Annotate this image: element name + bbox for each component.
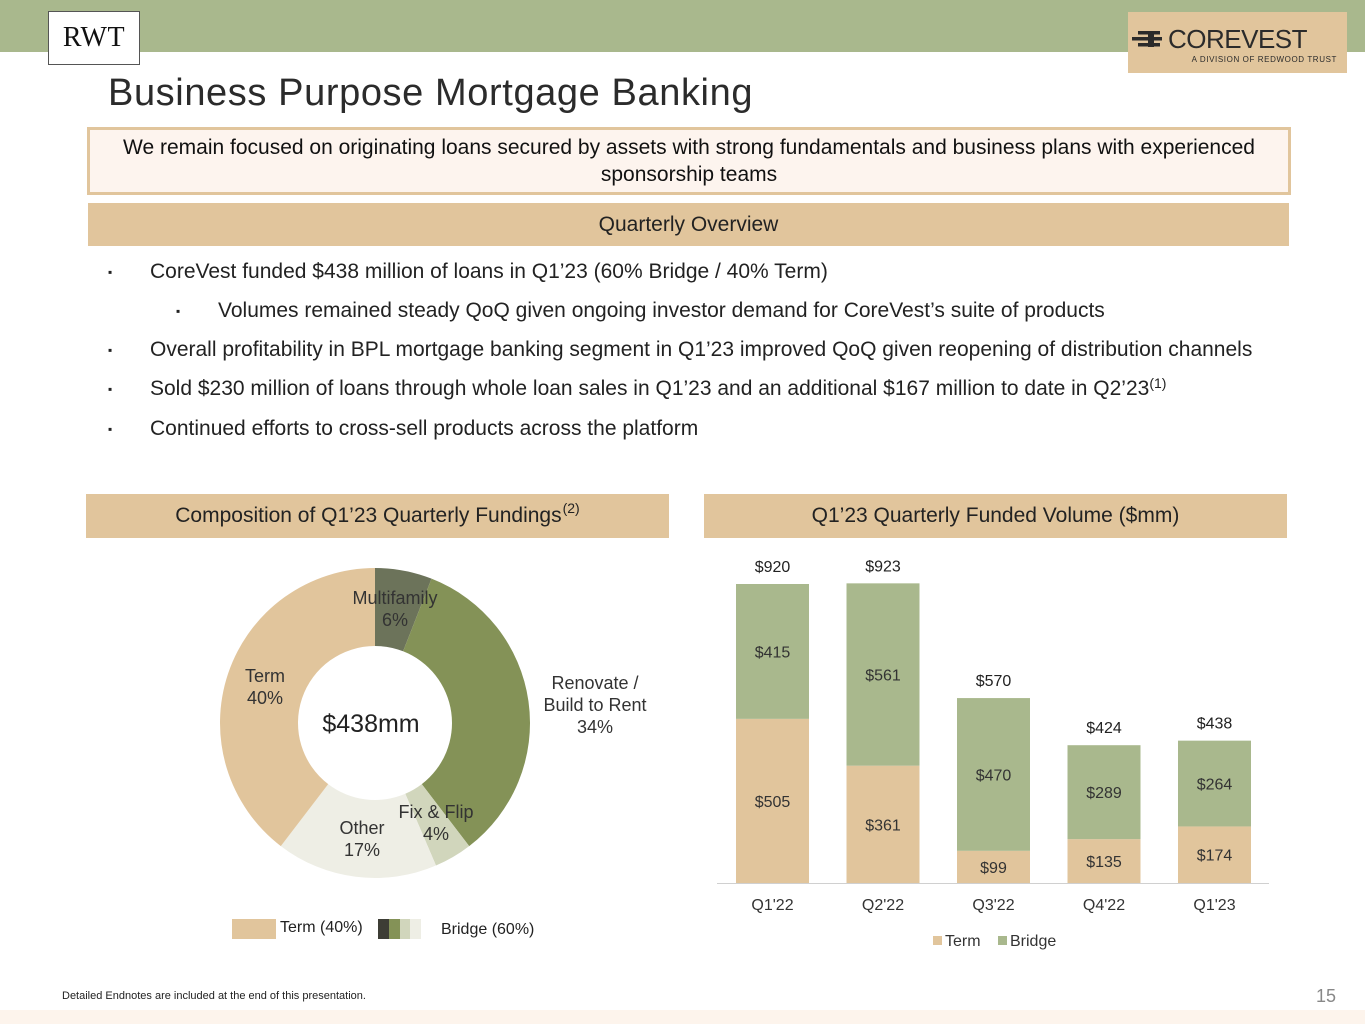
pie-legend: Term (40%) Bridge (60%) bbox=[232, 917, 562, 941]
corevest-logo: COREVEST A DIVISION OF REDWOOD TRUST bbox=[1128, 12, 1347, 73]
bullet-item-sub: ▪ Volumes remained steady QoQ given ongo… bbox=[108, 297, 1276, 325]
bullet-text: Volumes remained steady QoQ given ongoin… bbox=[218, 299, 1105, 322]
donut-value-term: 40% bbox=[247, 688, 283, 708]
bar-value-label-bridge: $289 bbox=[1086, 785, 1122, 802]
donut-value-multifamily: 6% bbox=[382, 610, 408, 630]
quarterly-overview-header: Quarterly Overview bbox=[88, 203, 1289, 246]
bar-segment-term bbox=[1178, 826, 1251, 883]
bar-total-label: $570 bbox=[976, 673, 1012, 690]
focus-statement: We remain focused on originating loans s… bbox=[87, 127, 1291, 195]
bullet-marker: ▪ bbox=[108, 343, 113, 357]
bar-segment-bridge bbox=[736, 584, 809, 719]
legend-bridge-swatch-1 bbox=[378, 919, 389, 939]
donut-value-renovate-build-to-rent: 34% bbox=[577, 717, 613, 737]
bar-legend-swatch-term bbox=[933, 936, 942, 945]
bullet-text: Overall profitability in BPL mortgage ba… bbox=[150, 338, 1253, 361]
bar-category-label: Q4'22 bbox=[1083, 897, 1125, 914]
bar-total-label: $923 bbox=[865, 558, 901, 575]
corevest-logo-text: COREVEST bbox=[1168, 24, 1308, 54]
bar-section-header: Q1’23 Quarterly Funded Volume ($mm) bbox=[704, 494, 1287, 538]
bullet-marker: ▪ bbox=[108, 382, 113, 396]
legend-bridge-swatch-3 bbox=[400, 919, 410, 939]
bar-value-label-term: $505 bbox=[755, 794, 791, 811]
bullet-item: ▪ Continued efforts to cross-sell produc… bbox=[108, 415, 1276, 443]
bullet-marker: ▪ bbox=[108, 422, 113, 436]
donut-label-multifamily: Multifamily bbox=[352, 588, 437, 608]
legend-term-label: Term (40%) bbox=[280, 919, 363, 936]
bottom-accent-bar bbox=[0, 1010, 1365, 1024]
bar-segment-bridge bbox=[846, 583, 920, 766]
bar-category-label: Q3'22 bbox=[972, 897, 1014, 914]
footnote-ref: (1) bbox=[1149, 375, 1167, 391]
donut-slice-other bbox=[280, 784, 436, 878]
bullet-text: Sold $230 million of loans through whole… bbox=[150, 377, 1150, 400]
bar-segment-bridge bbox=[1067, 745, 1141, 840]
donut-label-renovate-build-to-rent: Renovate / bbox=[551, 673, 638, 693]
footnote-ref: (2) bbox=[562, 500, 580, 516]
bar-value-label-term: $99 bbox=[980, 860, 1007, 877]
bullet-item: ▪ CoreVest funded $438 million of loans … bbox=[108, 258, 1276, 286]
bar-segment-term bbox=[846, 765, 920, 883]
bullet-text: CoreVest funded $438 million of loans in… bbox=[150, 260, 828, 283]
rwt-logo: RWT bbox=[48, 11, 140, 65]
legend-bridge-swatch-4 bbox=[410, 919, 421, 939]
bar-legend-swatch-bridge bbox=[998, 936, 1007, 945]
bar-segment-bridge bbox=[1178, 740, 1251, 827]
bar-total-label: $438 bbox=[1197, 716, 1233, 733]
bar-segment-bridge bbox=[957, 698, 1030, 851]
bullet-text: Continued efforts to cross-sell products… bbox=[150, 417, 699, 440]
pie-section-title: Composition of Q1’23 Quarterly Fundings bbox=[175, 504, 562, 527]
bar-total-label: $920 bbox=[755, 559, 791, 576]
donut-label-renovate-build-to-rent: Build to Rent bbox=[543, 695, 646, 715]
donut-value-other: 17% bbox=[344, 840, 380, 860]
donut-label-other: Other bbox=[339, 818, 384, 838]
corevest-logo-subtext: A DIVISION OF REDWOOD TRUST bbox=[1192, 55, 1337, 64]
bar-segment-term bbox=[736, 718, 809, 883]
bar-legend-label-term: Term bbox=[945, 933, 981, 950]
quarterly-overview-title: Quarterly Overview bbox=[598, 212, 779, 236]
donut-slice-renovate-build-to-rent bbox=[403, 578, 530, 847]
legend-bridge-swatch-2 bbox=[389, 919, 400, 939]
bar-total-label: $424 bbox=[1086, 720, 1122, 737]
bar-value-label-bridge: $561 bbox=[865, 668, 901, 685]
page-number: 15 bbox=[1316, 986, 1337, 1006]
bullet-marker: ▪ bbox=[108, 265, 113, 279]
bar-legend-label-bridge: Bridge bbox=[1010, 933, 1056, 950]
endnotes-note: Detailed Endnotes are included at the en… bbox=[62, 990, 366, 1002]
bar-segment-term bbox=[957, 850, 1030, 883]
donut-slice-fix-and-flip bbox=[405, 784, 470, 866]
bar-category-label: Q2'22 bbox=[862, 897, 904, 914]
bar-value-label-term: $174 bbox=[1197, 848, 1233, 865]
legend-term-swatch bbox=[232, 919, 276, 939]
bullet-item: ▪ Sold $230 million of loans through who… bbox=[108, 375, 1276, 404]
corevest-logo-mark bbox=[1132, 31, 1162, 47]
bullet-item: ▪ Overall profitability in BPL mortgage … bbox=[108, 336, 1276, 364]
page-title: Business Purpose Mortgage Banking bbox=[108, 72, 754, 114]
pie-section-header: Composition of Q1’23 Quarterly Fundings(… bbox=[86, 494, 669, 538]
bar-category-label: Q1'23 bbox=[1193, 897, 1235, 914]
donut-slice-multifamily bbox=[375, 568, 432, 652]
focus-statement-text: We remain focused on originating loans s… bbox=[123, 136, 1255, 186]
funded-volume-bar-chart: $505 $415 $920 Q1'22 $361 $561 $923 Q2'22 $99 $47… bbox=[717, 558, 1269, 950]
bullet-marker: ▪ bbox=[176, 304, 181, 318]
donut-slice-term bbox=[220, 568, 375, 847]
donut-value-fix-and-flip: 4% bbox=[423, 824, 449, 844]
bar-segment-term bbox=[1067, 839, 1141, 883]
donut-center-label: $438mm bbox=[322, 710, 419, 738]
bar-value-label-term: $361 bbox=[865, 817, 901, 834]
donut-label-term: Term bbox=[245, 666, 285, 686]
legend-bridge-label: Bridge (60%) bbox=[441, 921, 535, 938]
bar-value-label-bridge: $470 bbox=[976, 767, 1012, 784]
bar-section-title: Q1’23 Quarterly Funded Volume ($mm) bbox=[811, 504, 1180, 527]
bar-value-label-bridge: $264 bbox=[1197, 777, 1233, 794]
overview-bullets: ▪ CoreVest funded $438 million of loans … bbox=[108, 258, 1276, 454]
donut-label-fix-and-flip: Fix & Flip bbox=[398, 802, 473, 822]
bar-value-label-bridge: $415 bbox=[755, 644, 791, 661]
bar-category-label: Q1'22 bbox=[751, 897, 793, 914]
bar-value-label-term: $135 bbox=[1086, 854, 1122, 871]
